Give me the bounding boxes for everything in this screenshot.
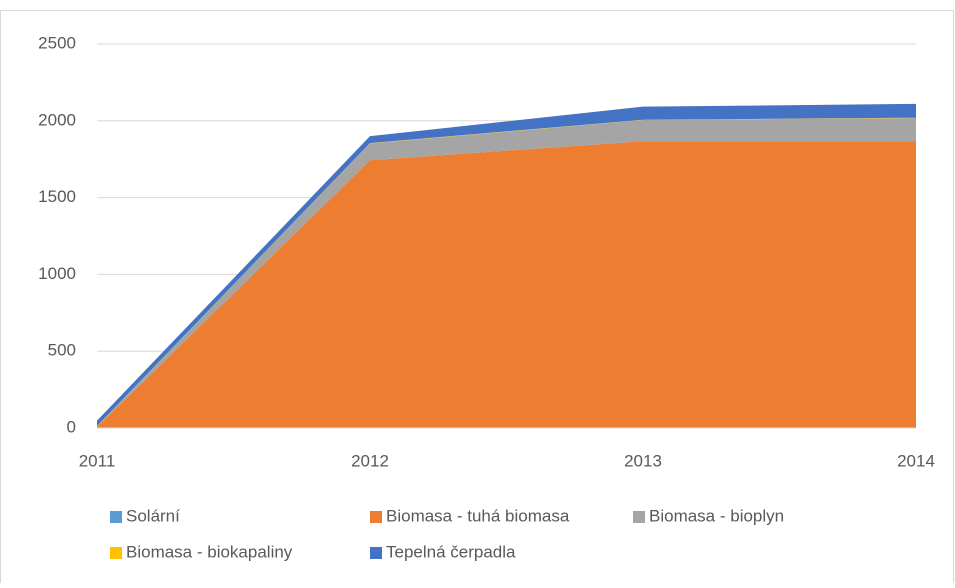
legend-label: Biomasa - biokapaliny [126,542,293,561]
y-tick-label: 1000 [38,264,76,283]
x-tick-label: 2011 [79,451,116,470]
y-tick-label: 2000 [38,110,76,129]
x-tick-label: 2014 [897,451,935,470]
legend-swatch [110,511,122,523]
y-tick-label: 2500 [38,33,76,52]
legend-swatch [633,511,645,523]
y-tick-label: 500 [48,341,76,360]
x-tick-label: 2012 [351,451,389,470]
legend-swatch [370,547,382,559]
legend-swatch [110,547,122,559]
y-tick-label: 0 [67,417,76,436]
legend-label: Tepelná čerpadla [386,542,516,561]
legend-swatch [370,511,382,523]
legend-label: Biomasa - tuhá biomasa [386,506,570,525]
x-tick-label: 2013 [624,451,662,470]
legend-label: Solární [126,506,180,525]
legend-label: Biomasa - bioplyn [649,506,784,525]
y-tick-label: 1500 [38,187,76,206]
